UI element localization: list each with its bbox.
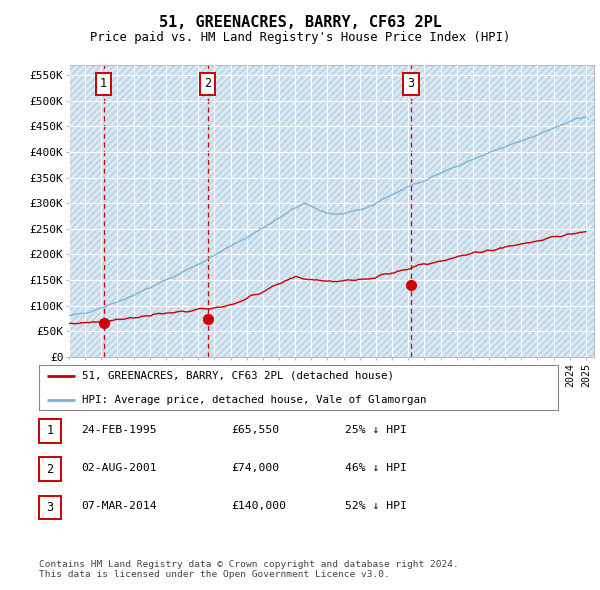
Text: 07-MAR-2014: 07-MAR-2014 (81, 502, 157, 511)
Text: 46% ↓ HPI: 46% ↓ HPI (345, 463, 407, 473)
Text: £65,550: £65,550 (231, 425, 279, 434)
Text: Price paid vs. HM Land Registry's House Price Index (HPI): Price paid vs. HM Land Registry's House … (90, 31, 510, 44)
Text: 1: 1 (46, 424, 53, 437)
Text: 2: 2 (46, 463, 53, 476)
Text: 51, GREENACRES, BARRY, CF63 2PL: 51, GREENACRES, BARRY, CF63 2PL (158, 15, 442, 30)
Text: £74,000: £74,000 (231, 463, 279, 473)
Text: HPI: Average price, detached house, Vale of Glamorgan: HPI: Average price, detached house, Vale… (82, 395, 426, 405)
Text: 3: 3 (46, 501, 53, 514)
Text: 2: 2 (204, 77, 211, 90)
Text: 1: 1 (100, 77, 107, 90)
Text: 3: 3 (407, 77, 415, 90)
Text: £140,000: £140,000 (231, 502, 286, 511)
Text: Contains HM Land Registry data © Crown copyright and database right 2024.
This d: Contains HM Land Registry data © Crown c… (39, 560, 459, 579)
Text: 52% ↓ HPI: 52% ↓ HPI (345, 502, 407, 511)
Text: 24-FEB-1995: 24-FEB-1995 (81, 425, 157, 434)
Text: 51, GREENACRES, BARRY, CF63 2PL (detached house): 51, GREENACRES, BARRY, CF63 2PL (detache… (82, 371, 394, 381)
Text: 02-AUG-2001: 02-AUG-2001 (81, 463, 157, 473)
Text: 25% ↓ HPI: 25% ↓ HPI (345, 425, 407, 434)
